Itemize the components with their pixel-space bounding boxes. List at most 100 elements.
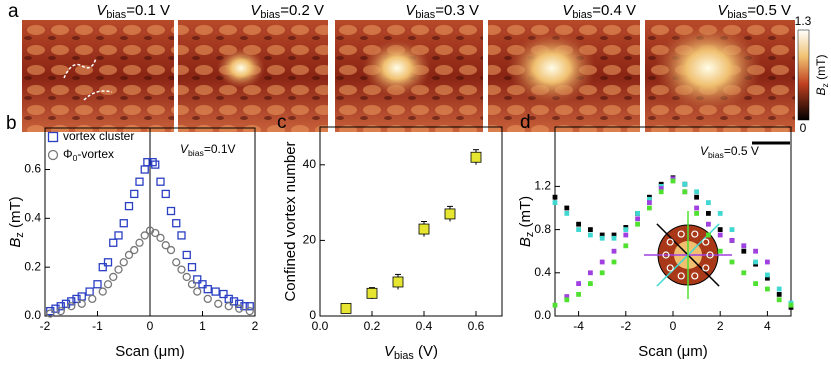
y-tick-label: 40 (303, 157, 317, 171)
data-point (187, 280, 197, 289)
x-axis-label: Scan (μm) (115, 343, 185, 360)
inset-vortex (677, 272, 685, 280)
text-rest: =0.3 V (435, 2, 479, 19)
data-point (599, 235, 605, 241)
data-point (717, 227, 723, 233)
data-point (741, 243, 747, 249)
data-point (151, 160, 160, 169)
text-rest: (mT) (517, 196, 534, 232)
image-label: Vbias=0.4 V (562, 2, 636, 21)
text-rest: (mT) (7, 196, 24, 232)
data-point (694, 194, 699, 200)
text-main: V (562, 2, 574, 19)
data-point (729, 227, 735, 233)
legend-symbol (47, 149, 59, 161)
data-point (67, 297, 76, 306)
data-point (224, 302, 233, 311)
data-point (729, 237, 735, 243)
x-tick-label: 1 (199, 319, 206, 333)
vortex-peak (654, 24, 762, 112)
image-label: Vbias=0.3 V (405, 2, 479, 21)
data-point (611, 248, 617, 254)
inset-vortex (702, 238, 710, 246)
x-axis-label: Vbias (V) (384, 343, 438, 362)
text-subscript: bias (415, 9, 435, 21)
data-point (98, 263, 107, 272)
data-point (109, 272, 118, 282)
y-axis-label: Confined vortex number (282, 141, 299, 301)
inset-vortex (702, 264, 710, 272)
legend-label: vortex cluster (63, 129, 134, 143)
data-point (635, 210, 640, 216)
data-point (46, 309, 55, 318)
data-point (88, 294, 97, 304)
data-point (193, 275, 202, 284)
data-point (203, 284, 212, 294)
data-point (647, 200, 652, 206)
data-point (46, 306, 55, 316)
data-point (635, 221, 640, 227)
text-subscript: z (524, 232, 536, 237)
text-subscript: bias (727, 9, 747, 21)
data-point (729, 259, 735, 265)
data-point (564, 205, 570, 211)
data-point (161, 189, 170, 199)
data-point (694, 205, 699, 211)
data-point (564, 297, 570, 303)
data-point (130, 189, 139, 199)
data-point (623, 227, 629, 233)
x-tick-label: 0 (147, 319, 154, 333)
data-point (599, 270, 605, 276)
data-point (193, 287, 202, 296)
data-point (611, 259, 617, 265)
text-main: V (250, 2, 262, 19)
panel-a (22, 20, 810, 132)
y-tick-label: 0.2 (24, 259, 41, 273)
text-subscript: bias (394, 350, 414, 362)
text-subscript: bias (708, 150, 724, 160)
text-subscript: bias (188, 148, 204, 158)
data-point (143, 158, 152, 167)
colorbar-label: Bz (mT) (814, 55, 830, 96)
data-point (214, 299, 223, 308)
text-rest: =0.2 V (280, 2, 324, 19)
data-point (717, 248, 723, 254)
data-point (658, 189, 664, 195)
text-rest: -vortex (77, 147, 114, 161)
data-point (706, 221, 711, 227)
data-point (788, 302, 794, 308)
data-point (77, 292, 86, 301)
colorbar-max: 1.3 (795, 14, 812, 28)
data-point (552, 194, 558, 200)
text-subscript: z (820, 83, 830, 87)
data-point (114, 231, 123, 240)
y-axis-label: Bz (mT) (7, 196, 26, 247)
data-point (177, 231, 186, 240)
data-point (166, 245, 176, 255)
data-point (392, 276, 404, 288)
text-subscript: bias (572, 9, 592, 21)
text-main: V (384, 343, 396, 360)
data-point (588, 281, 593, 287)
text-rest: =0.1 V (126, 2, 170, 19)
data-point (85, 287, 94, 296)
text-rest: =0.1V (204, 142, 236, 156)
y-tick-label: 0 (309, 308, 316, 322)
data-point (245, 306, 254, 316)
text-subscript: z (14, 232, 26, 237)
data-point (470, 151, 482, 163)
x-tick-label: 0.6 (468, 319, 485, 333)
data-point (56, 302, 65, 311)
x-tick-label: 0.4 (416, 319, 433, 333)
text-main: V (96, 2, 108, 19)
panel-letter: c (277, 112, 287, 133)
legend-label: Φ0-vortex (63, 147, 114, 163)
data-point (187, 263, 197, 272)
data-point (765, 272, 770, 278)
data-point (340, 303, 352, 314)
data-point (172, 258, 181, 267)
text-main: B (517, 237, 534, 247)
colorbar (797, 29, 810, 121)
cluster-trace (63, 57, 113, 101)
